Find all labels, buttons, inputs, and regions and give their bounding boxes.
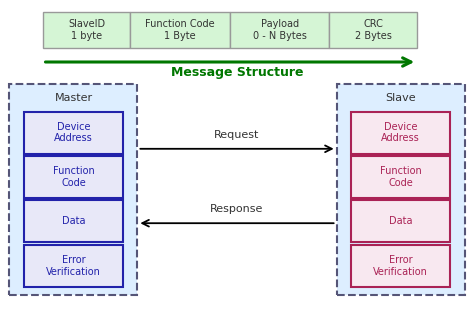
Text: CRC
2 Bytes: CRC 2 Bytes bbox=[355, 20, 392, 41]
Bar bbox=[329, 12, 417, 48]
Text: Request: Request bbox=[214, 130, 260, 140]
Text: Function Code
1 Byte: Function Code 1 Byte bbox=[146, 20, 215, 41]
Bar bbox=[24, 245, 123, 287]
Bar bbox=[230, 12, 329, 48]
Bar bbox=[351, 245, 450, 287]
Text: Data: Data bbox=[389, 216, 412, 226]
Bar bbox=[337, 84, 465, 294]
Bar bbox=[9, 84, 137, 294]
Text: Function
Code: Function Code bbox=[53, 166, 94, 188]
Text: Error
Verification: Error Verification bbox=[373, 255, 428, 277]
Text: Device
Address: Device Address bbox=[54, 122, 93, 143]
Text: Message Structure: Message Structure bbox=[171, 66, 303, 79]
Text: Function
Code: Function Code bbox=[380, 166, 421, 188]
Text: Response: Response bbox=[210, 204, 264, 214]
Bar bbox=[43, 12, 130, 48]
Text: Error
Verification: Error Verification bbox=[46, 255, 101, 277]
Text: Data: Data bbox=[62, 216, 85, 226]
Text: Master: Master bbox=[55, 93, 92, 103]
Text: SlaveID
1 byte: SlaveID 1 byte bbox=[68, 20, 105, 41]
Text: Payload
0 - N Bytes: Payload 0 - N Bytes bbox=[253, 20, 307, 41]
Bar bbox=[24, 112, 123, 153]
Text: Device
Address: Device Address bbox=[381, 122, 420, 143]
Bar bbox=[351, 200, 450, 242]
Bar bbox=[24, 156, 123, 198]
Text: Slave: Slave bbox=[385, 93, 416, 103]
Bar bbox=[351, 112, 450, 153]
Bar bbox=[24, 200, 123, 242]
Bar bbox=[130, 12, 230, 48]
Bar bbox=[351, 156, 450, 198]
